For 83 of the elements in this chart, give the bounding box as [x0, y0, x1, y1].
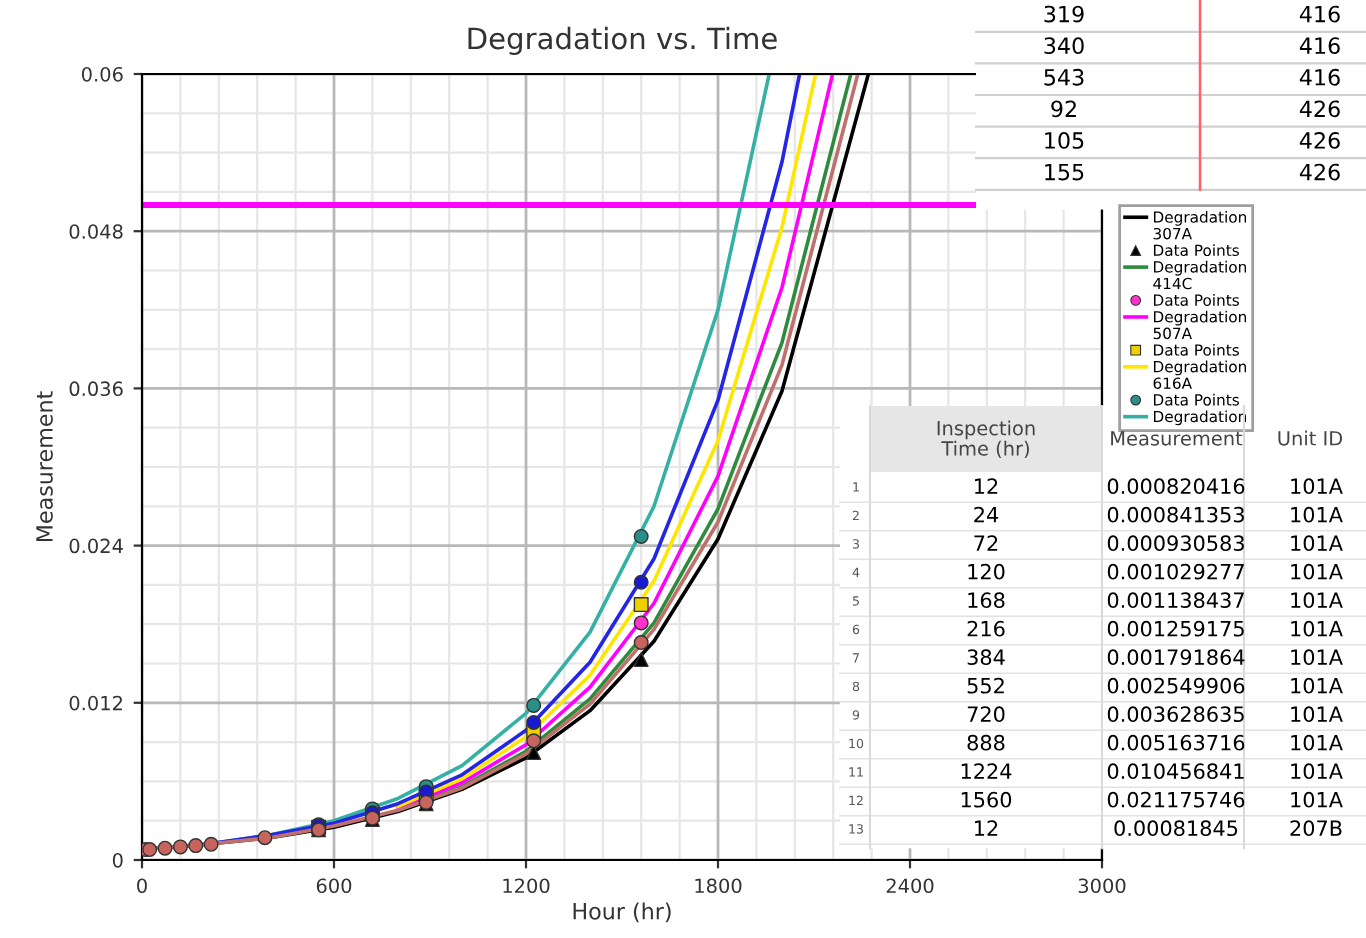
point: [633, 615, 649, 631]
point: [203, 836, 219, 852]
text: 426: [1299, 100, 1340, 118]
y-axis-title: Measurement: [36, 391, 53, 542]
text: Measurement: [1111, 431, 1243, 446]
text: 0.021175746: [1107, 791, 1245, 808]
text: 0.010456841: [1107, 763, 1244, 780]
text: 101A: [1291, 506, 1343, 523]
y-tick-label: 0: [112, 852, 123, 868]
annotation: 105: [1045, 132, 1084, 149]
annotation: 720: [967, 706, 1005, 723]
annotation: 72: [974, 535, 998, 551]
text: 101A: [1291, 478, 1343, 495]
point: [172, 839, 188, 855]
point: [526, 714, 542, 730]
x-tick-label: 1200: [503, 878, 550, 894]
point: [188, 838, 204, 854]
annotation: 24: [974, 506, 999, 523]
text: 101A: [1291, 620, 1343, 637]
x-tick-label: 0: [137, 878, 147, 894]
text: 0.001259175: [1107, 620, 1244, 637]
text: 340: [1044, 37, 1084, 55]
point: [633, 635, 649, 651]
text: 0.001791864: [1107, 649, 1245, 666]
text: 416: [1299, 37, 1340, 55]
annotation: 216: [967, 620, 1005, 637]
annotation: 92: [1051, 100, 1076, 118]
point: [633, 528, 649, 544]
text: 416: [1299, 68, 1340, 86]
annotation: Inspection Time (hr): [937, 420, 1035, 459]
point: [526, 697, 542, 713]
text: 0.005163716: [1107, 734, 1245, 751]
annotation: 552: [967, 677, 1004, 694]
text: 416: [1299, 5, 1340, 23]
text: 101A: [1291, 649, 1343, 666]
text: 0.000841353: [1107, 506, 1244, 523]
point: [633, 652, 649, 668]
y-tick-label: 0.012: [69, 695, 122, 711]
text: 101A: [1291, 592, 1343, 609]
text: 101A: [1291, 791, 1343, 808]
x-tick-label: 2400: [886, 878, 934, 894]
y-tick-label: 0.036: [69, 381, 123, 397]
x-tick-label: 1800: [695, 878, 742, 894]
annotation: 155: [1045, 163, 1084, 181]
point: [633, 574, 649, 590]
point: [157, 840, 173, 856]
text: 101A: [1291, 734, 1343, 751]
text: 101A: [1291, 563, 1343, 580]
annotation: 1224: [961, 763, 1012, 779]
annotation: 120: [968, 563, 1005, 580]
text: 319: [1044, 5, 1084, 23]
x-tick-label: 600: [316, 878, 352, 894]
x-axis-title: Hour (hr): [573, 902, 671, 923]
y-tick-label: 0.06: [81, 66, 123, 82]
text: 0.000930583: [1107, 535, 1244, 552]
annotation: 543: [1044, 68, 1084, 86]
point: [633, 597, 649, 613]
point: [257, 830, 273, 846]
text: 0.002549906: [1107, 677, 1245, 694]
text: 426: [1299, 163, 1340, 181]
annotation: 1560: [961, 791, 1012, 808]
text: 0.001138437: [1107, 592, 1244, 609]
text: 101A: [1291, 763, 1343, 780]
y-tick-label: 0.024: [69, 538, 123, 554]
text: 0.000820416: [1107, 478, 1245, 495]
text: Unit ID: [1278, 430, 1343, 446]
x-tick-label: 3000: [1078, 878, 1126, 894]
text: 0.001029277: [1107, 563, 1244, 580]
annotation: 12: [975, 478, 998, 494]
annotation: 384: [967, 649, 1005, 666]
annotation: 12: [975, 820, 998, 836]
text: 0.003628635: [1107, 706, 1244, 723]
annotation: 168: [968, 592, 1005, 609]
text: 0.00081845: [1114, 820, 1238, 837]
text: 426: [1299, 132, 1340, 149]
text: 101A: [1291, 677, 1343, 694]
text: 207B: [1290, 820, 1342, 837]
chart-title: Degradation vs. Time: [468, 26, 777, 56]
point: [526, 733, 542, 749]
text: 101A: [1291, 706, 1343, 723]
annotation: 888: [967, 734, 1005, 751]
text: 101A: [1291, 535, 1343, 552]
y-tick-label: 0.048: [69, 224, 123, 239]
